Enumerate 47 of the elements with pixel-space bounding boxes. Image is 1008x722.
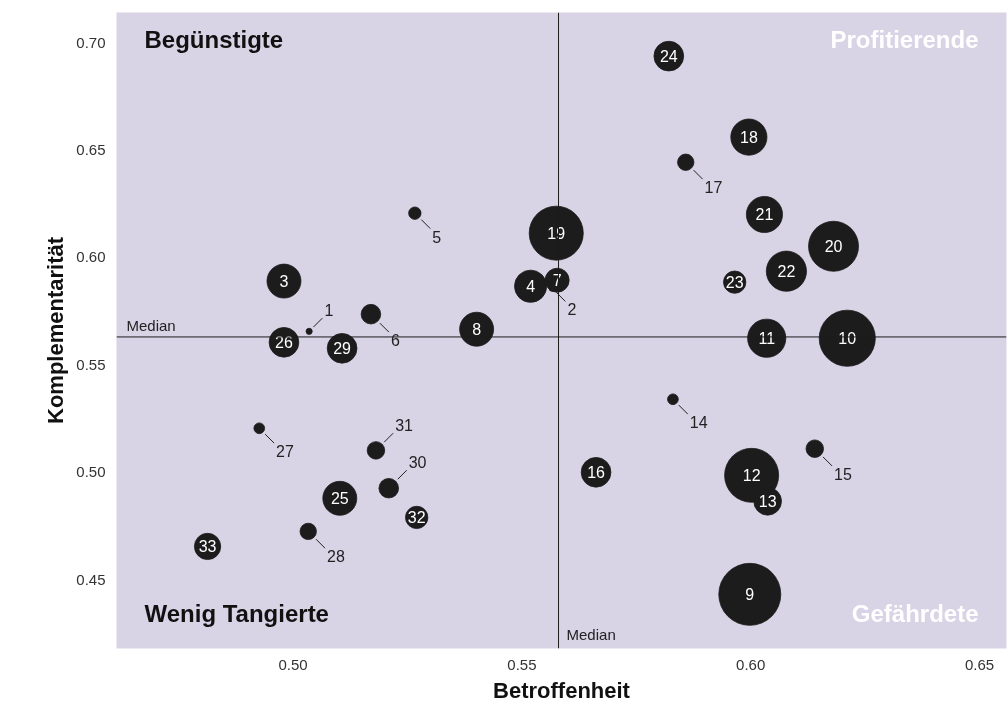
x-tick-label: 0.55: [507, 655, 537, 673]
annotation: 23: [725, 274, 744, 292]
annotation: 33: [198, 538, 217, 556]
annotation: Begünstigte: [144, 25, 284, 53]
y-tick-label: 0.70: [76, 33, 106, 51]
x-tick-label: 0.50: [278, 655, 308, 673]
annotation: 26: [275, 334, 293, 352]
annotation: 6: [390, 332, 400, 350]
annotation: 21: [755, 206, 774, 224]
annotation: 12: [742, 467, 761, 485]
y-tick-label: 0.60: [76, 248, 106, 266]
annotation: 3: [279, 273, 289, 291]
annotation: 25: [330, 490, 349, 508]
ref-line-label: Median: [126, 316, 176, 334]
annotation: 31: [395, 417, 414, 435]
x-axis-title: Betroffenheit: [493, 677, 631, 703]
annotation: 1: [324, 302, 334, 320]
ref-line-label: Median: [566, 625, 616, 643]
annotation: 11: [758, 330, 776, 348]
annotation: 29: [333, 340, 352, 358]
annotation: 9: [745, 586, 755, 604]
annotation: 13: [758, 493, 777, 511]
annotation: 20: [824, 238, 843, 256]
annotation: 22: [777, 263, 796, 281]
annotation: 4: [526, 278, 536, 296]
x-tick-label: 0.65: [964, 655, 995, 673]
y-axis-title: Komplementarität: [43, 236, 69, 425]
annotation: 32: [407, 509, 426, 527]
x-tick-label: 0.60: [736, 655, 766, 673]
annotation: 18: [739, 129, 758, 147]
annotation: 17: [704, 179, 723, 197]
y-tick-label: 0.45: [76, 570, 106, 588]
annotation: 8: [472, 321, 482, 339]
y-tick-label: 0.55: [76, 355, 106, 373]
annotation: 28: [327, 548, 345, 566]
annotation: 2: [567, 301, 577, 319]
annotation: 27: [276, 443, 295, 461]
annotation: 5: [432, 228, 442, 246]
y-tick-label: 0.65: [76, 141, 106, 159]
annotation: 15: [834, 465, 852, 483]
y-tick-label: 0.50: [76, 463, 106, 481]
annotation: 16: [587, 464, 606, 482]
annotation: 24: [659, 48, 678, 66]
annotation: 14: [689, 414, 708, 432]
annotation: 30: [408, 454, 427, 472]
annotation: Wenig Tangierte: [144, 599, 329, 627]
annotation: 10: [838, 330, 857, 348]
